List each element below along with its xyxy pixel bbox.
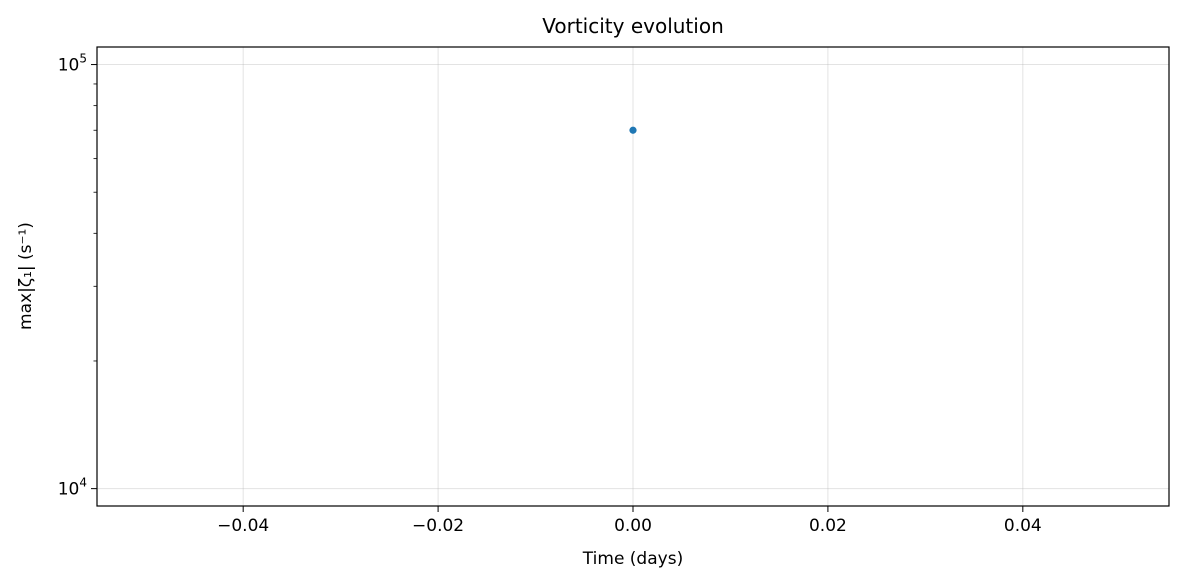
y-tick-exponent: 4 xyxy=(79,476,87,490)
y-tick-label: 105 xyxy=(58,52,87,76)
x-tick-label: 0.02 xyxy=(809,516,847,536)
x-tick-label: −0.04 xyxy=(217,516,269,536)
grid xyxy=(97,47,1169,506)
chart-title: Vorticity evolution xyxy=(542,14,724,38)
y-tick-exponent: 5 xyxy=(79,52,87,66)
x-axis-ticks: −0.04 −0.02 0.00 0.02 0.04 xyxy=(217,506,1042,536)
data-point xyxy=(629,126,637,134)
x-tick-label: −0.02 xyxy=(412,516,464,536)
y-tick-label: 104 xyxy=(58,476,87,500)
y-axis-label: max|ζ₁| (s⁻¹) xyxy=(16,222,36,330)
x-tick-label: 0.04 xyxy=(1004,516,1042,536)
x-axis-label: Time (days) xyxy=(582,549,683,569)
y-tick-base: 10 xyxy=(58,480,80,500)
data-points xyxy=(629,126,637,134)
y-tick-base: 10 xyxy=(58,56,80,76)
x-tick-label: 0.00 xyxy=(614,516,652,536)
